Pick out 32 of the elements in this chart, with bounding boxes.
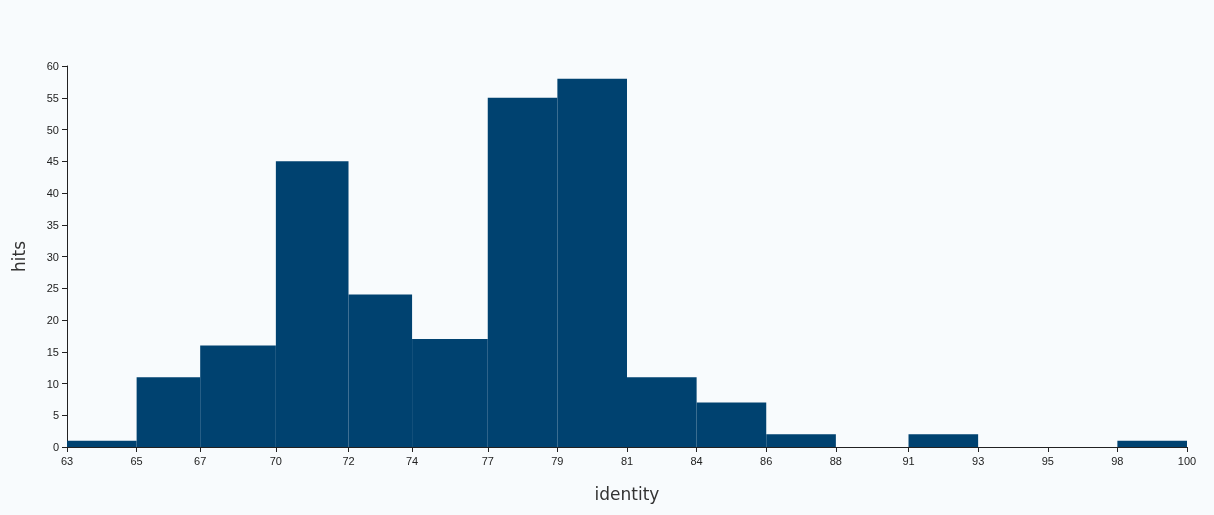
y-tick-label: 30 [46,250,59,263]
x-tick-label: 86 [760,454,773,467]
x-tick-label: 84 [690,454,703,467]
x-tick-label: 88 [829,454,842,467]
x-tick-label: 74 [405,454,419,467]
x-tick-label: 98 [1111,454,1124,467]
y-tick-label: 25 [46,282,59,295]
x-tick-label: 95 [1041,454,1054,467]
y-tick-label: 55 [46,91,59,104]
x-tick-label: 63 [60,454,74,467]
y-tick-label: 60 [46,60,59,72]
x-tick-label: 79 [551,454,564,467]
x-tick-label: 72 [342,454,355,467]
x-axis-title: identity [594,483,660,504]
x-tick-label: 93 [972,454,985,467]
x-tick-label: 65 [130,454,143,467]
x-tick-label: 77 [481,454,494,467]
x-tick-label: 81 [620,454,634,467]
y-tick-label: 20 [46,314,59,326]
x-tick-label: 100 [1177,454,1197,467]
x-tick-label: 91 [902,454,915,467]
x-tick-label: 70 [269,454,282,467]
y-tick-label: 50 [46,123,59,136]
y-tick-label: 10 [46,377,59,390]
y-tick-label: 35 [46,218,59,231]
y-tick-label: 15 [46,345,59,358]
y-tick-label: 40 [46,187,59,199]
x-tick-label: 67 [194,454,207,467]
y-tick-label: 5 [52,409,59,422]
y-tick-label: 0 [52,441,59,453]
y-axis-title: hits [8,240,29,273]
y-tick-label: 45 [46,155,59,168]
